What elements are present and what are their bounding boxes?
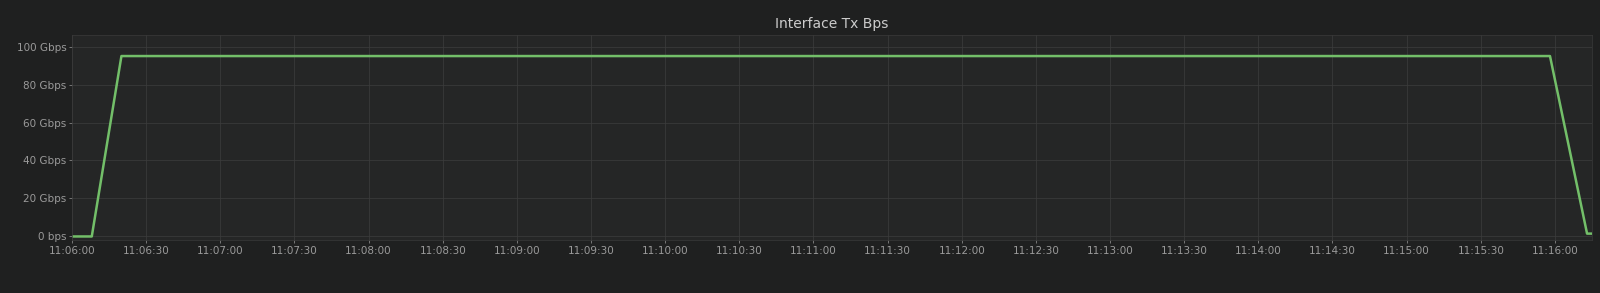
Title: Interface Tx Bps: Interface Tx Bps [776,17,888,31]
